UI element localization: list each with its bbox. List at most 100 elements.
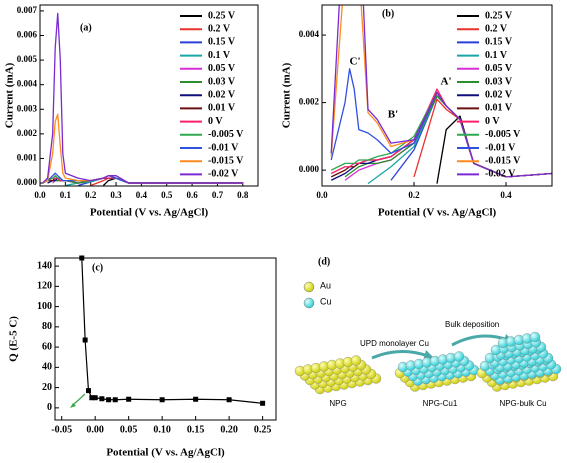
y-tick-label: 20 (42, 382, 52, 393)
stage-label: NPG-bulk Cu (499, 399, 546, 408)
legend-label: -0.005 V (485, 129, 521, 140)
x-tick-label: 0.5 (161, 190, 173, 200)
legend-label: -0.015 V (208, 155, 244, 166)
legend-label: -0.015 V (485, 155, 521, 166)
stage-label: NPG-Cu1 (423, 399, 458, 408)
x-tick-label: 0.7 (212, 190, 224, 200)
y-tick-label: 0.001 (17, 153, 38, 163)
legend-label: 0.2 V (208, 23, 231, 34)
panel-label: (b) (382, 8, 394, 19)
y-axis-label: Q (E-5 C) (8, 316, 20, 362)
series-line (42, 12, 243, 184)
y-tick-label: 0.002 (299, 97, 320, 107)
data-point (89, 395, 95, 401)
data-point (159, 397, 165, 403)
x-tick-label: 0.3 (110, 190, 122, 200)
x-tick-label: 0.8 (237, 190, 249, 200)
legend-label: -0.01 V (208, 142, 239, 153)
y-tick-label: 0.004 (299, 29, 320, 39)
x-tick-label: 0.00 (86, 424, 104, 435)
y-tick-label: 0.003 (17, 103, 38, 113)
x-tick-label: 0.25 (254, 424, 272, 435)
axes-frame (321, 4, 553, 187)
legend-label: 0.02 V (208, 89, 236, 100)
x-tick-label: 0.2 (408, 190, 420, 200)
y-tick-label: 0.007 (17, 5, 38, 15)
legend-label: 0.1 V (485, 50, 508, 61)
annotation: C' (350, 56, 361, 68)
legend-label: 0.01 V (208, 103, 236, 114)
plot-area (330, 5, 552, 185)
x-tick-label: 0.10 (153, 424, 171, 435)
legend-label: Au (320, 280, 331, 290)
legend-label: 0.15 V (208, 37, 236, 48)
diagram-panel: (d) Au Cu UPD monolayer Cu Bulk depositi… (294, 256, 562, 408)
x-tick-label: 0.4 (136, 190, 148, 200)
data-point (85, 388, 91, 394)
series-line (344, 95, 552, 178)
axes-frame (54, 257, 277, 421)
series-line (330, 5, 552, 178)
data-point (82, 337, 88, 343)
x-tick-label: 0.20 (220, 424, 238, 435)
process-arrow (371, 350, 429, 360)
panel-label: (a) (80, 22, 92, 33)
y-tick-label: 0.000 (17, 177, 38, 187)
y-tick-label: 0 (47, 402, 52, 413)
cu-atom (529, 331, 541, 343)
x-tick-label: 0.0 (34, 190, 46, 200)
y-tick-label: 60 (42, 341, 52, 352)
x-tick-label: 0.2 (85, 190, 97, 200)
panel-label: (d) (318, 256, 330, 267)
legend-label: 0.15 V (485, 37, 513, 48)
y-tick-label: 0.002 (17, 128, 38, 138)
data-point (106, 397, 112, 403)
legend-label: Cu (320, 296, 332, 306)
legend-label: -0.02 V (485, 169, 516, 180)
annotation: B' (388, 109, 398, 121)
legend-label: 0.01 V (485, 103, 513, 114)
series-line (344, 91, 552, 181)
x-axis-label: Potential (V vs. Ag/AgCl) (90, 207, 209, 219)
x-axis-label: Potential (V vs. Ag/AgCl) (106, 447, 225, 459)
y-tick-label: 0.004 (17, 79, 38, 89)
legend-label: 0 V (208, 116, 223, 127)
legend-label: -0.01 V (485, 142, 516, 153)
y-tick-label: 0.000 (299, 164, 320, 174)
legend-label: 0.25 V (208, 10, 236, 21)
legend-label: 0.05 V (485, 63, 513, 74)
y-tick-label: 0.006 (17, 30, 38, 40)
x-tick-label: 0.4 (500, 190, 512, 200)
au-atom (350, 355, 362, 366)
data-point (112, 397, 118, 403)
annotation: A' (441, 76, 452, 88)
y-tick-label: 80 (42, 321, 52, 332)
legend-label: 0.2 V (485, 23, 508, 34)
x-tick-label: 0.05 (120, 424, 138, 435)
y-axis-label: Current (mA) (4, 62, 16, 128)
y-tick-label: 100 (37, 301, 52, 312)
data-point (226, 397, 232, 403)
legend-label: 0.02 V (485, 89, 513, 100)
legend-swatch (303, 297, 315, 309)
legend-label: 0.03 V (485, 76, 513, 87)
data-point (260, 400, 266, 406)
x-tick-label: 0.6 (186, 190, 198, 200)
data-point (126, 396, 132, 402)
y-tick-label: 0.005 (17, 54, 38, 64)
series-line (81, 257, 263, 404)
arrow-annotation (70, 393, 86, 408)
step-label: UPD monolayer Cu (360, 339, 429, 348)
cu-atom (453, 351, 465, 362)
x-tick-label: -0.05 (51, 424, 72, 435)
legend-label: -0.02 V (208, 169, 239, 180)
data-point (92, 395, 98, 401)
plot-area (79, 255, 266, 406)
legend-label: -0.005 V (208, 129, 244, 140)
x-axis-label: Potential (V vs. Ag/AgCl) (378, 207, 497, 219)
step-label: Bulk deposition (445, 320, 499, 329)
legend-label: 0.05 V (208, 63, 236, 74)
data-point (99, 396, 105, 402)
legend-label: 0.1 V (208, 50, 231, 61)
